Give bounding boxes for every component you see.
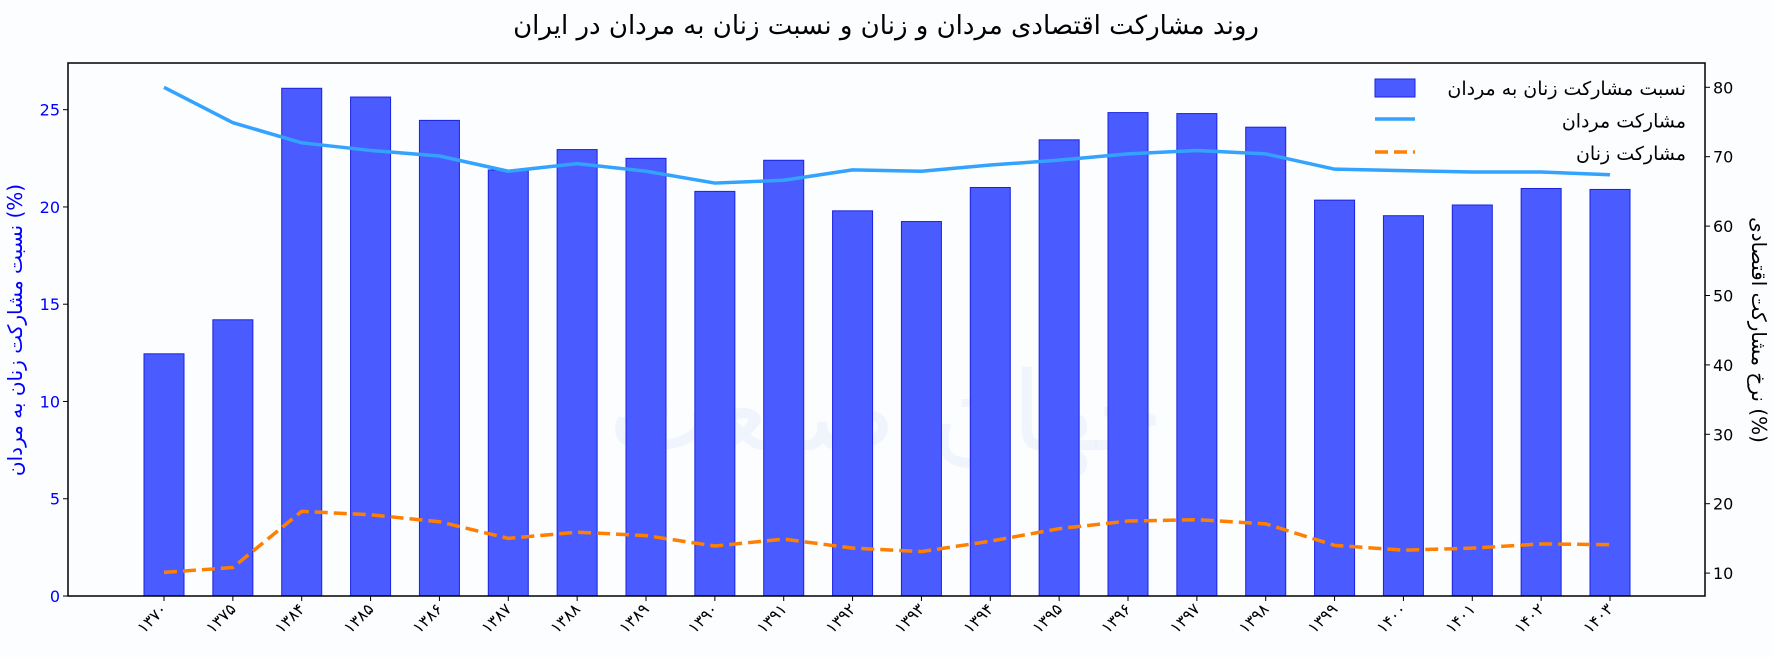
bar <box>1176 113 1218 597</box>
bar <box>1382 215 1424 597</box>
y-left-tick-label: 20 <box>40 198 60 217</box>
y-axis-left-label: نسبت مشارکت زنان به مردان (%) <box>3 184 27 476</box>
x-tick-label: ۱۴۰۱ <box>1441 599 1479 637</box>
legend-label: مشارکت مردان <box>1562 111 1686 133</box>
x-tick-label: ۱۳۹۲ <box>822 599 860 637</box>
x-tick-label: ۱۴۰۲ <box>1510 599 1548 637</box>
bar <box>1589 188 1631 597</box>
y-right-tick-label: 10 <box>1713 564 1733 583</box>
x-tick-label: ۱۳۹۱ <box>753 599 791 637</box>
y-right-tick-label: 30 <box>1713 425 1733 444</box>
y-right-tick-label: 50 <box>1713 286 1733 305</box>
x-tick-label: ۱۳۹۵ <box>1028 599 1066 637</box>
bar <box>556 149 598 597</box>
x-tick-label: ۱۳۹۳ <box>891 599 929 637</box>
women-participation-line <box>163 509 1611 575</box>
bar <box>212 319 254 597</box>
bar <box>625 157 667 597</box>
x-tick-label: ۱۴۰۳ <box>1579 599 1617 637</box>
x-tick-label: ۱۳۸۶ <box>409 599 447 637</box>
y-right-tick-label: 70 <box>1713 148 1733 167</box>
bar <box>969 186 1011 597</box>
bar <box>1107 112 1149 597</box>
x-tick-label: ۱۳۸۷ <box>477 599 515 637</box>
bar <box>350 96 392 597</box>
bar <box>1314 199 1356 597</box>
y-left-tick-label: 25 <box>40 101 60 120</box>
x-tick-label: ۱۳۹۸ <box>1235 599 1273 637</box>
y-right-tick-label: 80 <box>1713 78 1733 97</box>
x-tick-label: ۱۳۸۸ <box>546 599 584 637</box>
legend-label: مشارکت زنان <box>1576 143 1686 165</box>
y-right-tick-label: 40 <box>1713 356 1733 375</box>
y-right-tick-label: 20 <box>1713 495 1733 514</box>
x-tick-label: ۱۳۸۹ <box>615 599 653 637</box>
y-left-tick-label: 5 <box>50 490 60 509</box>
bar <box>1451 204 1493 597</box>
y-left-tick-label: 0 <box>50 587 60 606</box>
bar <box>281 87 323 597</box>
y-axis-right-label: نرخ مشارکت اقتصادی (%) <box>1747 217 1771 443</box>
plot-frame <box>67 62 1706 597</box>
x-tick-label: ۱۳۹۰ <box>684 599 722 637</box>
bar <box>763 159 805 597</box>
x-tick-label: ۱۳۸۴ <box>271 599 309 637</box>
bar <box>487 169 529 597</box>
bar <box>832 210 874 597</box>
x-tick-label: ۱۳۸۵ <box>340 599 378 637</box>
watermark-logo: جهان صنعت <box>608 348 1164 477</box>
y-left-tick-label: 10 <box>40 392 60 411</box>
bar <box>1038 139 1080 597</box>
x-tick-label: ۱۴۰۰ <box>1373 599 1411 637</box>
x-tick-label: ۱۳۹۴ <box>959 599 997 637</box>
chart-title: روند مشارکت اقتصادی مردان و زنان و نسبت … <box>513 11 1259 41</box>
x-tick-label: ۱۳۹۶ <box>1097 599 1135 637</box>
y-right-tick-label: 60 <box>1713 217 1733 236</box>
x-tick-label: ۱۳۷۰ <box>133 599 171 637</box>
legend-label: نسبت مشارکت زنان به مردان <box>1447 78 1686 100</box>
men-participation-line <box>163 85 1611 185</box>
legend-swatch-bar <box>1374 78 1416 98</box>
x-tick-label: ۱۳۹۷ <box>1166 599 1204 637</box>
x-tick-label: ۱۳۷۵ <box>202 599 240 637</box>
x-tick-label: ۱۳۹۹ <box>1304 599 1342 637</box>
bar <box>1520 187 1562 597</box>
bar <box>694 190 736 597</box>
bar <box>143 353 185 597</box>
bar <box>1245 126 1287 597</box>
y-left-tick-label: 15 <box>40 295 60 314</box>
bar <box>900 221 942 597</box>
bar <box>418 119 460 597</box>
